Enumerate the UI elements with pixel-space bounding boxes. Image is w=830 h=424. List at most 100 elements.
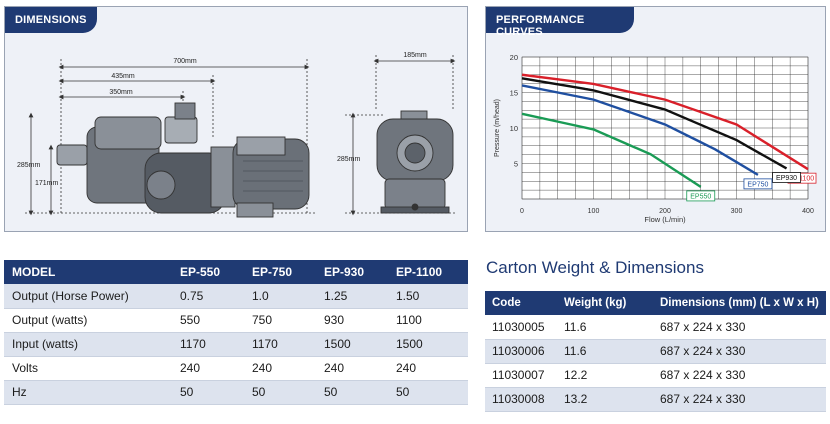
spec-cell: 1100 <box>388 308 468 333</box>
dim-350-label: 350mm <box>109 89 133 96</box>
spec-cell: Input (watts) <box>4 332 172 357</box>
spec-cell: Output (Horse Power) <box>4 284 172 309</box>
x-tick-label: 400 <box>802 208 814 215</box>
spec-table: MODEL EP-550 EP-750 EP-930 EP-1100 Outpu… <box>4 260 468 405</box>
spec-cell: 1170 <box>244 332 316 357</box>
spec-header-model: MODEL <box>4 260 172 284</box>
spec-cell: 50 <box>244 380 316 405</box>
dimensions-panel: DIMENSIONS 700mm <box>4 6 468 232</box>
carton-cell: 11030008 <box>485 387 557 412</box>
carton-header-weight: Weight (kg) <box>557 291 653 315</box>
spec-cell: 1500 <box>316 332 388 357</box>
dim-171-label: 171mm <box>35 180 59 187</box>
spec-header-ep1100: EP-1100 <box>388 260 468 284</box>
dim-185-label: 185mm <box>403 52 427 59</box>
pump-side-view <box>56 102 310 218</box>
performance-panel: PERFORMANCE CURVES 5 10 15 20 0 100 200 300 400… <box>485 6 826 232</box>
spec-cell: 750 <box>244 308 316 333</box>
spec-cell: 1500 <box>388 332 468 357</box>
series-tag-label: EP1100 <box>790 176 814 183</box>
x-tick-label: 0 <box>520 208 524 215</box>
carton-cell: 12.2 <box>557 363 653 388</box>
chart-series <box>521 73 809 188</box>
table-row: Input (watts) 1170 1170 1500 1500 <box>4 332 468 357</box>
spec-cell: 240 <box>244 356 316 381</box>
carton-cell: 687 x 224 x 330 <box>653 387 826 412</box>
spec-cell: 50 <box>316 380 388 405</box>
carton-table: Code Weight (kg) Dimensions (mm) (L x W … <box>485 291 826 412</box>
spec-cell: 1.25 <box>316 284 388 309</box>
table-row: Output (watts) 550 750 930 1100 <box>4 308 468 333</box>
spec-header-row: MODEL EP-550 EP-750 EP-930 EP-1100 <box>4 260 468 284</box>
spec-cell: Output (watts) <box>4 308 172 333</box>
carton-header-dimensions: Dimensions (mm) (L x W x H) <box>653 291 826 315</box>
y-axis-label: Pressure (m/head) <box>494 99 501 157</box>
carton-cell: 11.6 <box>557 315 653 340</box>
series-tag-box <box>772 172 801 183</box>
series-tag-box <box>686 190 716 202</box>
spec-cell: 1170 <box>172 332 244 357</box>
dim-285-label: 285mm <box>17 162 41 169</box>
spec-cell: Hz <box>4 380 172 405</box>
spec-cell: 240 <box>172 356 244 381</box>
dim-700-label: 700mm <box>173 58 197 65</box>
spec-cell: 50 <box>388 380 468 405</box>
spec-cell: 0.75 <box>172 284 244 309</box>
x-tick-labels: 0 100 200 300 400 <box>520 208 814 215</box>
spec-cell: 1.50 <box>388 284 468 309</box>
table-row: 11030005 11.6 687 x 224 x 330 <box>485 315 826 340</box>
x-tick-label: 300 <box>731 208 743 215</box>
x-tick-label: 100 <box>588 208 600 215</box>
spec-header-ep930: EP-930 <box>316 260 388 284</box>
carton-cell: 11.6 <box>557 339 653 364</box>
y-tick-labels: 5 10 15 20 <box>510 53 518 169</box>
carton-cell: 11030007 <box>485 363 557 388</box>
y-tick-label: 5 <box>514 160 518 169</box>
y-tick-label: 15 <box>510 89 518 98</box>
pump-front-view <box>376 110 454 214</box>
table-row: 11030006 11.6 687 x 224 x 330 <box>485 339 826 364</box>
spec-cell: 240 <box>316 356 388 381</box>
series-tag-label: EP550 <box>690 193 711 200</box>
x-tick-label: 200 <box>659 208 671 215</box>
pump-dimension-drawing: 700mm 435mm 350mm 285mm 171mm 185mm 285m… <box>17 52 456 218</box>
dim-435-label: 435mm <box>111 73 135 80</box>
carton-cell: 11030006 <box>485 339 557 364</box>
table-row: 11030008 13.2 687 x 224 x 330 <box>485 387 826 412</box>
table-row: Hz 50 50 50 50 <box>4 380 468 405</box>
dim-front-285-label: 285mm <box>337 156 361 163</box>
spec-cell: Volts <box>4 356 172 381</box>
table-row: Volts 240 240 240 240 <box>4 356 468 381</box>
series-tag-label: EP750 <box>747 181 768 188</box>
carton-cell: 13.2 <box>557 387 653 412</box>
carton-cell: 687 x 224 x 330 <box>653 315 826 340</box>
carton-title: Carton Weight & Dimensions <box>486 258 704 277</box>
y-tick-label: 10 <box>510 124 518 133</box>
series-line-ep750 <box>521 84 759 176</box>
carton-header-code: Code <box>485 291 557 315</box>
spec-header-ep750: EP-750 <box>244 260 316 284</box>
series-line-ep1100 <box>521 73 809 171</box>
carton-cell: 11030005 <box>485 315 557 340</box>
x-axis-label: Flow (L/min) <box>644 215 686 224</box>
series-line-ep550 <box>521 112 702 188</box>
series-tag-label: EP930 <box>776 175 797 182</box>
y-tick-label: 20 <box>510 53 518 62</box>
performance-title: PERFORMANCE CURVES <box>486 7 634 38</box>
series-line-ep930 <box>521 77 788 170</box>
carton-cell: 687 x 224 x 330 <box>653 363 826 388</box>
carton-header-row: Code Weight (kg) Dimensions (mm) (L x W … <box>485 291 826 315</box>
table-row: 11030007 12.2 687 x 224 x 330 <box>485 363 826 388</box>
spec-cell: 930 <box>316 308 388 333</box>
spec-cell: 550 <box>172 308 244 333</box>
spec-header-ep550: EP-550 <box>172 260 244 284</box>
series-tag-box <box>743 178 773 190</box>
spec-cell: 50 <box>172 380 244 405</box>
spec-cell: 240 <box>388 356 468 381</box>
dimensions-title: DIMENSIONS <box>5 7 97 33</box>
table-row: Output (Horse Power) 0.75 1.0 1.25 1.50 <box>4 284 468 309</box>
carton-cell: 687 x 224 x 330 <box>653 339 826 364</box>
spec-cell: 1.0 <box>244 284 316 309</box>
